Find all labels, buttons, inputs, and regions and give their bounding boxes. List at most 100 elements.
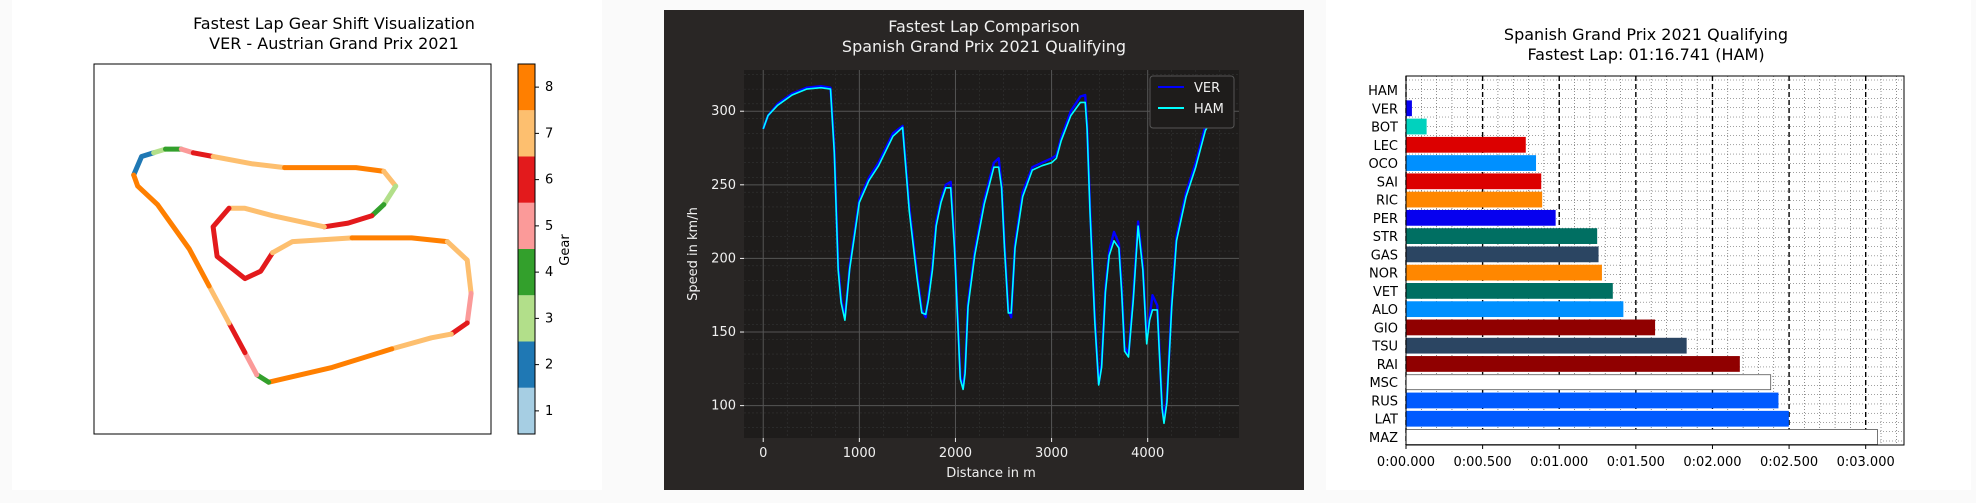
bar-str [1405, 228, 1598, 244]
track-segment-gear-6 [321, 213, 375, 230]
track-segment-gear-8 [266, 346, 395, 385]
lap-comparison-panel: Fastest Lap Comparison Spanish Grand Pri… [664, 10, 1304, 490]
x-tick-label: 0:02.000 [1683, 455, 1741, 470]
track-segment-gear-6 [210, 205, 276, 282]
track-segment-gear-3 [381, 183, 399, 208]
x-tick-label: 0:02.500 [1760, 455, 1818, 470]
y-tick-label: RIC [1376, 194, 1398, 209]
bar-lat [1405, 410, 1789, 427]
y-tick-label: STR [1373, 230, 1398, 245]
x-tick-label: 2000 [939, 446, 972, 461]
track-segment-gear-7 [444, 239, 474, 296]
colorbar-band-2 [518, 341, 535, 388]
colorbar-tick-label: 1 [545, 404, 553, 419]
bar-tsu [1405, 337, 1687, 354]
colorbar-band-7 [518, 110, 535, 157]
chart-subtitle: VER - Austrian Grand Prix 2021 [209, 34, 459, 53]
axis-labels: HAM VER BOT LEC OCO SAI RIC PER STR GAS NOR VET ALO G… [1368, 84, 1895, 470]
legend: VER HAM [1149, 75, 1235, 129]
y-tick-label: PER [1373, 212, 1398, 227]
y-tick-label: LEC [1373, 139, 1398, 154]
track-segment-gear-7 [270, 235, 355, 256]
x-tick-label: 0:00.000 [1377, 455, 1435, 470]
plot-frame [1405, 75, 1905, 446]
track-segment-gear-6 [226, 320, 248, 356]
track-segment-gear-5 [464, 290, 474, 326]
x-tick-label: 0:00.500 [1454, 455, 1512, 470]
x-tick-label: 0:01.000 [1530, 455, 1588, 470]
bar-alo [1405, 301, 1624, 318]
track-segment-gear-8 [282, 165, 387, 174]
qualifying-chart: Spanish Grand Prix 2021 Qualifying Faste… [1368, 25, 1905, 470]
chart-title: Spanish Grand Prix 2021 Qualifying [1504, 25, 1788, 44]
track-segment-gear-7 [381, 168, 399, 189]
speed-lines [762, 84, 1217, 425]
track-segment-gear-7 [206, 283, 232, 326]
colorbar-band-5 [518, 202, 535, 249]
colorbar-band-8 [518, 64, 535, 111]
y-tick-label: 250 [711, 178, 736, 193]
legend-label-ham: HAM [1194, 102, 1224, 117]
qualifying-panel: Spanish Grand Prix 2021 Qualifying Faste… [1326, 0, 1971, 490]
bars [1405, 100, 1878, 445]
track-line [131, 146, 474, 385]
y-tick-label: MAZ [1369, 431, 1398, 446]
legend-label-ver: VER [1194, 81, 1220, 96]
bar-per [1405, 209, 1556, 226]
colorbar-label: Gear [558, 234, 573, 266]
bar-sai [1405, 173, 1542, 190]
track-segment-gear-5 [242, 350, 260, 378]
track-segment-gear-8 [131, 172, 212, 289]
x-tick-label: 0 [759, 446, 767, 461]
track-segment-gear-7 [226, 205, 327, 230]
axis-ticks: 0 1000 2000 3000 4000 100 150 200 250 300 [711, 104, 1164, 461]
y-tick-label: 200 [711, 251, 736, 266]
chart-title: Fastest Lap Gear Shift Visualization [193, 14, 475, 33]
y-tick-label: BOT [1371, 121, 1398, 136]
y-tick-label: GAS [1371, 248, 1398, 263]
y-tick-label: VET [1373, 285, 1398, 300]
x-tick-label: 4000 [1131, 446, 1164, 461]
plot-frame [93, 63, 492, 435]
x-tick-label: 0:03.000 [1837, 455, 1895, 470]
y-tick-label: ALO [1372, 303, 1398, 318]
y-axis-label: Speed in km/h [686, 207, 701, 301]
y-tick-label: RUS [1371, 394, 1398, 409]
y-tick-label: NOR [1369, 267, 1398, 282]
legend-box [1149, 75, 1235, 129]
chart-title: Fastest Lap Comparison [888, 17, 1079, 36]
bar-gio [1405, 319, 1656, 336]
chart-subtitle: Spanish Grand Prix 2021 Qualifying [842, 37, 1126, 56]
plot-area [744, 70, 1239, 438]
bar-nor [1405, 264, 1602, 281]
track-segment-gear-6 [190, 150, 216, 159]
bar-bot [1405, 118, 1427, 135]
track-segment-gear-8 [349, 235, 450, 245]
bar-gas [1405, 246, 1599, 263]
bar-rus [1405, 392, 1779, 409]
colorbar-tick-label: 4 [545, 265, 553, 280]
x-axis-label: Distance in m [946, 466, 1036, 481]
bar-lec [1405, 136, 1526, 153]
gear-colorbar: 1 2 3 4 5 6 7 8 [517, 63, 553, 435]
x-tick-label: 1000 [843, 446, 876, 461]
colorbar-tick-label: 5 [545, 219, 553, 234]
chart-subtitle: Fastest Lap: 01:16.741 (HAM) [1527, 45, 1764, 64]
track-segment-gear-4 [369, 202, 387, 219]
bar-rai [1405, 356, 1740, 372]
colorbar-tick-label: 3 [545, 311, 553, 326]
gear-shift-chart: Fastest Lap Gear Shift Visualization VER… [93, 14, 573, 435]
y-tick-label: 100 [711, 399, 736, 414]
y-tick-label: SAI [1377, 175, 1398, 190]
colorbar-tick-label: 8 [545, 80, 553, 95]
bar-msc [1405, 374, 1772, 391]
bar-ver [1405, 100, 1412, 117]
track-segment-gear-7 [210, 154, 288, 171]
colorbar-band-3 [518, 295, 535, 342]
bar-maz [1405, 429, 1878, 445]
colorbar-band-4 [518, 249, 535, 296]
y-tick-label: HAM [1368, 84, 1398, 99]
colorbar-frame [517, 63, 536, 435]
y-tick-label: LAT [1375, 413, 1398, 428]
bar-ric [1405, 191, 1543, 208]
